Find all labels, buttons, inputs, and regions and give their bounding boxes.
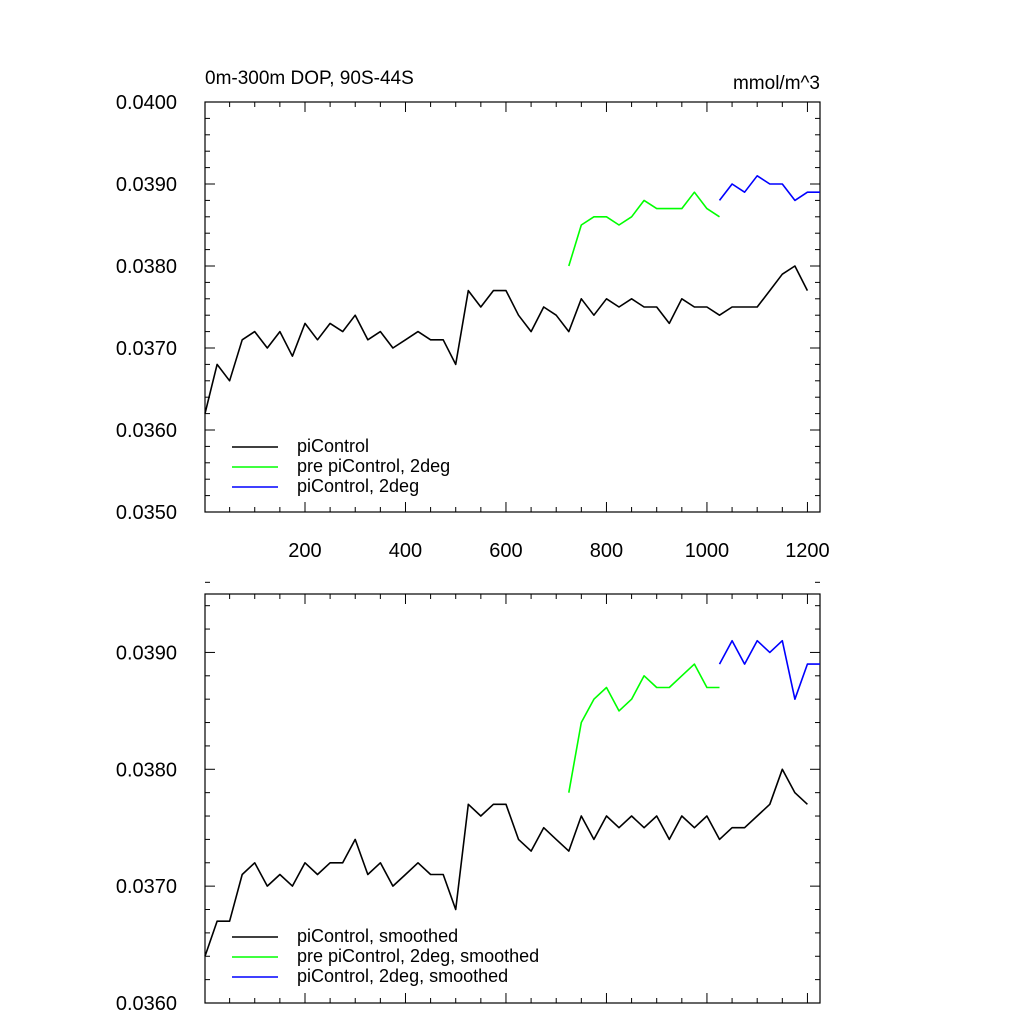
y-tick-label: 0.0380 [116,759,177,781]
x-tick-label: 1000 [685,540,730,562]
y-tick-label: 0.0370 [116,876,177,898]
plot-frame [204,593,821,1004]
y-tick-label: 0.0390 [116,642,177,664]
units-label: mmol/m^3 [733,73,820,94]
x-tick-label: 1200 [785,540,830,562]
bottom-panel: 0.0360 0.0370 0.0380 0.0390 piControl, smoot… [116,581,821,1015]
x-tick-label: 600 [489,540,522,562]
x-tick-label: 200 [288,540,321,562]
series-line-pre-picontrol-2deg [568,191,720,267]
x-tick-label: 800 [590,540,623,562]
legend-label: pre piControl, 2deg [297,456,450,476]
legend-label: piControl [297,436,369,456]
y-tick-label: 0.0380 [116,256,177,278]
y-tick-label: 0.0360 [116,420,177,442]
series-line-pre-picontrol-2deg-smoothed [568,663,720,793]
top-panel: 200 400 600 800 1000 1200 0.0350 0.0360 0.0370 0.… [116,68,830,562]
x-tick-label: 400 [389,540,422,562]
legend-label: piControl, 2deg, smoothed [297,966,508,986]
series-line-picontrol [204,265,809,414]
y-tick-label: 0.0370 [116,338,177,360]
legend-label: pre piControl, 2deg, smoothed [297,946,539,966]
legend-label: piControl, 2deg [297,476,419,496]
y-tick-label: 0.0390 [116,174,177,196]
y-tick-label: 0.0350 [116,502,177,524]
plot-frame [204,101,821,513]
y-tick-label: 0.0400 [116,92,177,114]
series-line-picontrol-smoothed [204,768,808,957]
legend-label: piControl, smoothed [297,926,458,946]
chart-title: 0m-300m DOP, 90S-44S [205,68,414,89]
y-tick-label: 0.0360 [116,993,177,1015]
series-line-picontrol-2deg [718,175,820,202]
series-line-picontrol-2deg-smoothed [718,639,820,700]
